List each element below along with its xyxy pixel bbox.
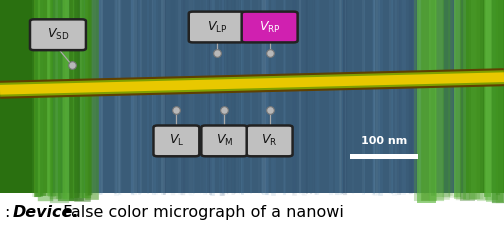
Text: Device.: Device.	[13, 205, 79, 220]
Bar	[0, 193, 504, 236]
Text: $V_{\mathrm{SD}}$: $V_{\mathrm{SD}}$	[47, 27, 69, 42]
Text: 100 nm: 100 nm	[361, 136, 407, 146]
Text: $V_{\mathrm{RP}}$: $V_{\mathrm{RP}}$	[259, 20, 280, 34]
Text: $V_{\mathrm{L}}$: $V_{\mathrm{L}}$	[169, 133, 184, 148]
FancyBboxPatch shape	[153, 126, 199, 156]
Text: False color micrograph of a nanowi: False color micrograph of a nanowi	[58, 205, 344, 220]
Bar	[466, 0, 504, 193]
FancyBboxPatch shape	[202, 126, 247, 156]
Bar	[0, 0, 53, 193]
Text: $V_{\mathrm{LP}}$: $V_{\mathrm{LP}}$	[207, 20, 227, 34]
Text: :: :	[4, 205, 10, 220]
FancyBboxPatch shape	[30, 19, 86, 50]
Bar	[0, 0, 504, 193]
Bar	[350, 154, 418, 159]
FancyBboxPatch shape	[247, 126, 292, 156]
Text: $V_{\mathrm{R}}$: $V_{\mathrm{R}}$	[262, 133, 278, 148]
FancyBboxPatch shape	[242, 12, 297, 42]
FancyBboxPatch shape	[188, 12, 245, 42]
Text: $V_{\mathrm{M}}$: $V_{\mathrm{M}}$	[216, 133, 233, 148]
